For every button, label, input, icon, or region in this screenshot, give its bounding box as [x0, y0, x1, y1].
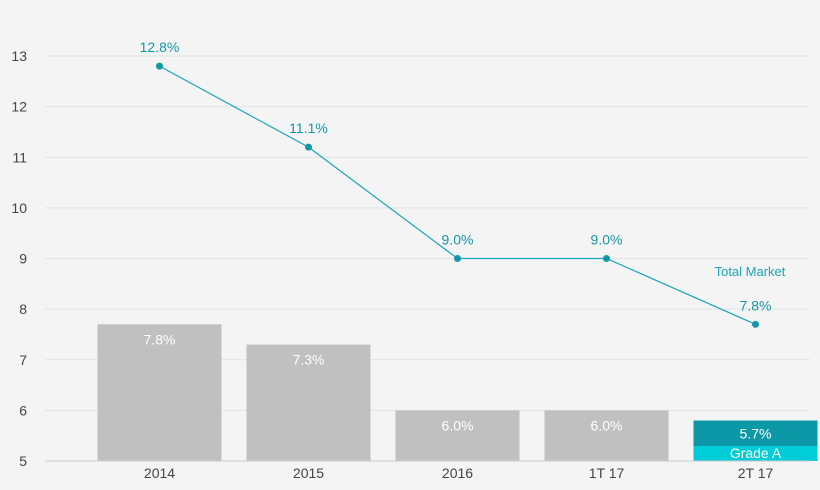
bar-highlight-top: [693, 420, 818, 446]
x-tick-label: 1T 17: [589, 465, 625, 481]
y-tick-label: 12: [11, 99, 27, 115]
bar-value-label: 6.0%: [442, 417, 474, 433]
bar: [97, 324, 222, 461]
bar-value-label: 7.8%: [144, 331, 176, 347]
line-value-label: 9.0%: [591, 232, 623, 248]
line-point: [156, 62, 163, 70]
line-point: [603, 255, 610, 262]
bar: [246, 344, 371, 461]
bar: [395, 410, 520, 461]
y-tick-label: 5: [19, 453, 27, 469]
line-value-label: 11.1%: [289, 120, 328, 136]
total-market-line: 12.8% 11.1% 9.0% 9.0% 7.8%: [140, 39, 772, 328]
y-tick-label: 10: [11, 200, 27, 216]
y-tick-label: 6: [19, 402, 27, 418]
bars: 7.8% 7.3% 6.0% 6.0% 5.7% Grade A: [97, 324, 818, 461]
bar-highlight-bottom: [693, 446, 818, 461]
line-point: [752, 320, 759, 328]
x-tick-label: 2014: [144, 465, 175, 481]
y-tick-label: 7: [19, 352, 27, 368]
x-tick-label: 2015: [293, 465, 324, 481]
series-name-total-market: Total Market: [715, 264, 786, 279]
y-tick-label: 9: [19, 251, 27, 267]
bar-value-label: 5.7%: [740, 426, 772, 442]
line-path: [159, 65, 756, 325]
y-tick-label: 13: [11, 48, 27, 64]
y-axis: 5 6 7 8 9 10 11 12 13: [11, 48, 27, 469]
line-value-label: 12.8%: [140, 39, 180, 55]
x-tick-label: 2016: [442, 465, 473, 481]
x-tick-label: 2T 17: [738, 465, 774, 481]
line-value-label: 9.0%: [442, 232, 474, 248]
y-tick-label: 8: [19, 301, 27, 317]
bar: [544, 410, 669, 461]
line-point: [454, 255, 461, 262]
x-axis: 2014 2015 2016 1T 17 2T 17: [45, 460, 810, 481]
bar-value-label: 7.3%: [293, 352, 325, 368]
bar-value-label: 6.0%: [591, 417, 623, 433]
line-point: [305, 143, 312, 151]
highlight-label: Grade A: [730, 445, 782, 461]
line-value-label: 7.8%: [740, 297, 772, 313]
y-tick-label: 11: [12, 149, 27, 165]
